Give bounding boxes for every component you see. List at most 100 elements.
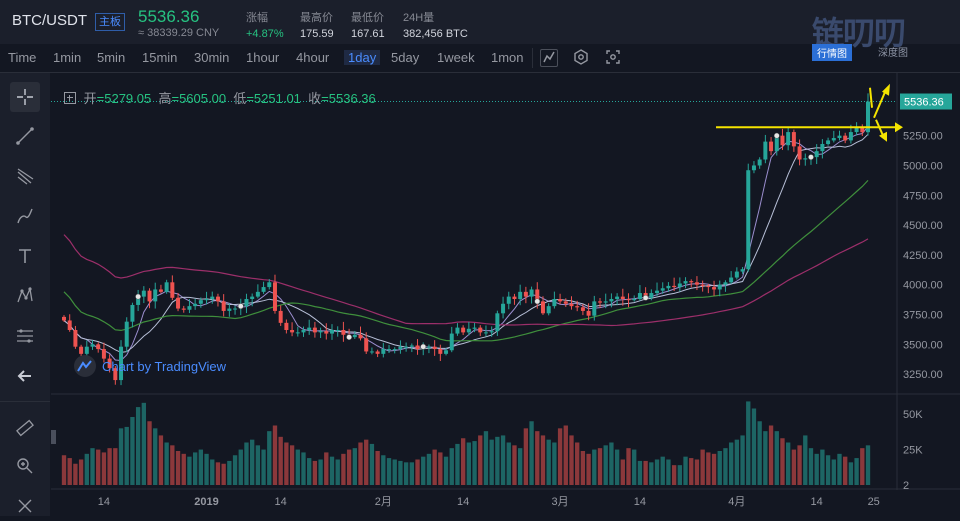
volume-bar bbox=[227, 460, 232, 485]
tf-1min[interactable]: 1min bbox=[53, 50, 82, 65]
candle-body bbox=[330, 330, 334, 334]
candle-body bbox=[712, 287, 717, 290]
candle-body bbox=[797, 146, 802, 160]
tf-1hour[interactable]: 1hour bbox=[246, 50, 280, 65]
fib-icon[interactable] bbox=[10, 321, 40, 351]
volume-bar bbox=[84, 453, 89, 485]
pitchfork-icon[interactable] bbox=[10, 161, 40, 191]
candle-body bbox=[461, 327, 466, 333]
chart-type-icon[interactable] bbox=[540, 49, 558, 67]
ma-5-line bbox=[63, 126, 869, 362]
legend-expand-icon[interactable] bbox=[64, 92, 76, 104]
candle-body bbox=[751, 165, 756, 171]
volume-bar bbox=[660, 456, 665, 485]
price-tick-label: 5250.00 bbox=[903, 131, 943, 143]
tf-1mon[interactable]: 1mon bbox=[491, 50, 524, 65]
volume-bar bbox=[774, 431, 779, 485]
candle-body bbox=[757, 159, 762, 166]
volume-bar bbox=[96, 449, 101, 485]
candle-body bbox=[860, 127, 865, 133]
candle-body bbox=[603, 301, 608, 303]
candle-body bbox=[540, 301, 545, 314]
volume-bar bbox=[671, 465, 677, 485]
pattern-icon[interactable] bbox=[10, 281, 40, 311]
volume-bar bbox=[204, 453, 209, 485]
time-tick-label: 2019 bbox=[194, 496, 218, 508]
screenshot-icon[interactable] bbox=[605, 49, 621, 65]
candle-body bbox=[529, 289, 534, 297]
low-value-legend: 5251.01 bbox=[253, 91, 301, 106]
candle-body bbox=[432, 346, 437, 350]
volume-bar bbox=[569, 435, 574, 485]
change-stat: 涨幅 +4.87% bbox=[246, 9, 284, 40]
tf-time[interactable]: Time bbox=[8, 50, 37, 65]
ruler-icon[interactable] bbox=[10, 413, 40, 443]
small-arrow bbox=[869, 87, 873, 108]
candle-body bbox=[369, 351, 374, 353]
volume-bar bbox=[130, 417, 135, 485]
time-tick-label: 25 bbox=[868, 496, 880, 508]
tf-5day[interactable]: 5day bbox=[391, 50, 420, 65]
tf-15min[interactable]: 15min bbox=[142, 50, 178, 65]
pair-title[interactable]: BTC/USDT bbox=[12, 12, 87, 29]
settings-gear-icon[interactable] bbox=[573, 49, 589, 65]
high-label-legend: 高 bbox=[158, 91, 172, 106]
back-arrow-icon[interactable] bbox=[10, 361, 40, 391]
volume-bar bbox=[272, 425, 278, 485]
volume-bar bbox=[466, 442, 472, 485]
volume-bar bbox=[523, 428, 529, 485]
volume-bar bbox=[443, 456, 449, 485]
candle-body bbox=[814, 151, 819, 158]
volume-bar bbox=[67, 458, 72, 485]
close-icon[interactable] bbox=[10, 491, 40, 521]
candle-body bbox=[364, 338, 369, 352]
volume-bar bbox=[198, 449, 204, 485]
sidebar-divider bbox=[0, 401, 50, 402]
volume-bar bbox=[324, 452, 329, 485]
time-axis: 14 2019 14 2月 14 3月 14 4月 14 25 bbox=[98, 496, 880, 508]
volume-bar bbox=[865, 445, 871, 485]
candle-body bbox=[153, 289, 158, 302]
volume-bar bbox=[711, 453, 717, 485]
volume-bar bbox=[837, 453, 842, 485]
tf-5min[interactable]: 5min bbox=[97, 50, 126, 65]
tf-30min[interactable]: 30min bbox=[194, 50, 230, 65]
volume-tick-label: 50K bbox=[903, 409, 923, 421]
volume-bar bbox=[147, 421, 152, 485]
candle-body bbox=[170, 282, 175, 298]
volume-bar bbox=[529, 421, 534, 485]
volume-bar bbox=[706, 452, 711, 485]
candle-body bbox=[255, 291, 260, 297]
volume-axis: 50K 25K 2 bbox=[903, 409, 923, 492]
candle-body bbox=[141, 290, 146, 297]
brush-icon[interactable] bbox=[10, 201, 40, 231]
volume-bar bbox=[164, 442, 169, 485]
candle-body bbox=[700, 284, 705, 286]
price-cny: ≈ 38339.29 CNY bbox=[138, 27, 220, 39]
price-tick-label: 4250.00 bbox=[903, 250, 943, 262]
tab-depth-view[interactable]: 深度图 bbox=[878, 48, 908, 59]
tf-1week[interactable]: 1week bbox=[437, 50, 475, 65]
candle-body bbox=[136, 296, 141, 305]
tradingview-credit[interactable]: Chart by TradingView bbox=[74, 355, 226, 377]
text-icon[interactable] bbox=[10, 241, 40, 271]
volume-bar bbox=[643, 460, 648, 485]
candle-body bbox=[694, 282, 699, 285]
crosshair-icon[interactable] bbox=[10, 82, 40, 112]
volume-bar bbox=[609, 442, 614, 485]
low-label-legend: 低 bbox=[233, 91, 247, 106]
zoom-in-icon[interactable] bbox=[10, 451, 40, 481]
tf-4hour[interactable]: 4hour bbox=[296, 50, 330, 65]
volume-bar bbox=[238, 449, 243, 485]
candle-body bbox=[660, 288, 665, 291]
volume-bar bbox=[654, 459, 660, 485]
tf-1day[interactable]: 1day bbox=[344, 50, 381, 65]
candle-body bbox=[267, 282, 272, 288]
candle-body bbox=[449, 333, 454, 351]
candle-body bbox=[375, 351, 380, 354]
tab-market-view[interactable]: 行情图 bbox=[812, 44, 852, 61]
trendline-icon[interactable] bbox=[10, 121, 40, 151]
candle-body bbox=[147, 290, 152, 302]
candle-body bbox=[535, 289, 540, 302]
